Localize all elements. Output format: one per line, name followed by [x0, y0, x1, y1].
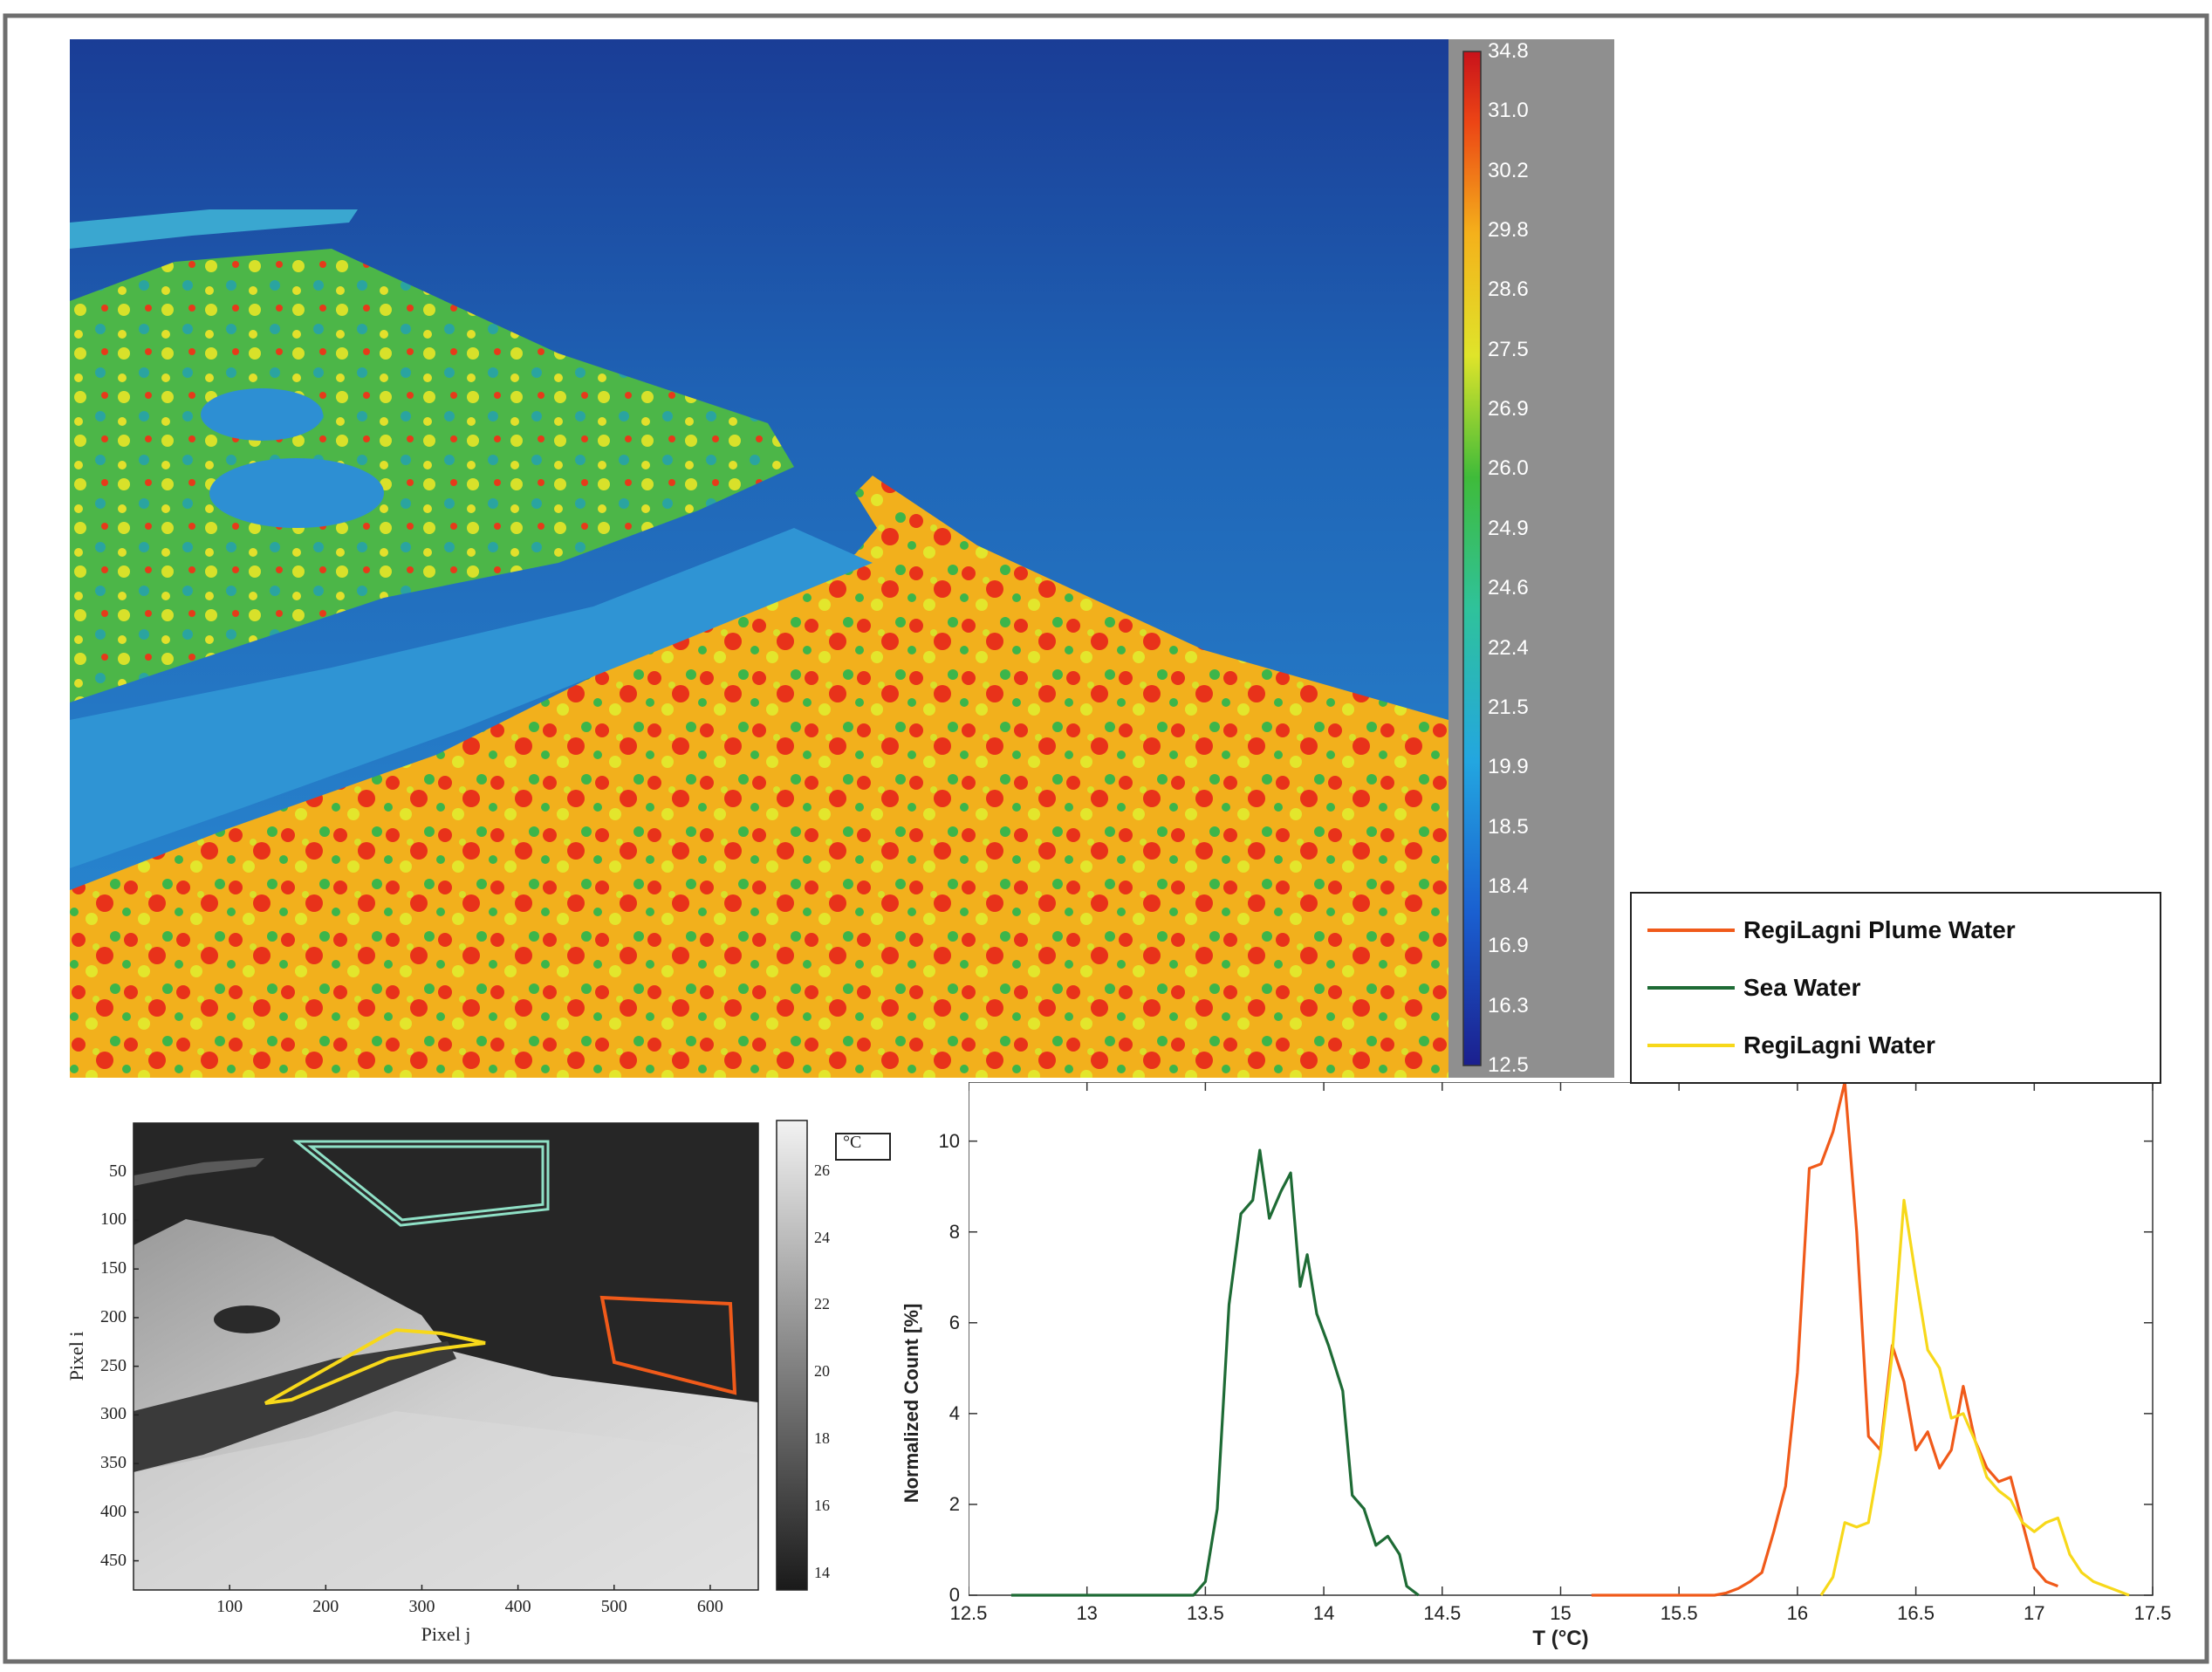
grayscale-y-tick-label: 200 — [100, 1306, 127, 1326]
grayscale-y-axis-label: Pixel i — [65, 1331, 87, 1381]
legend-line-sea — [1647, 986, 1735, 990]
histogram-x-tick-label: 14.5 — [1423, 1602, 1462, 1624]
histogram-y-axis-label: Normalized Count [%] — [901, 1303, 922, 1504]
thermal-colorbar-tick: 27.5 — [1488, 337, 1529, 361]
grayscale-y-tick-label: 400 — [100, 1501, 127, 1521]
grayscale-colorbar — [776, 1120, 891, 1591]
grayscale-y-tick-label: 350 — [100, 1453, 127, 1473]
thermal-colorbar-tick: 24.9 — [1488, 516, 1529, 540]
thermal-colorbar-tick: 28.6 — [1488, 278, 1529, 302]
histogram-plot-area — [969, 1082, 2154, 1596]
thermal-colorbar-tick: 18.5 — [1488, 814, 1529, 839]
grayscale-y-tick-label: 150 — [100, 1258, 127, 1278]
legend-line-plume — [1647, 929, 1735, 932]
histogram-x-tick-label: 15 — [1550, 1602, 1572, 1624]
histogram-x-tick-label: 17.5 — [2133, 1602, 2172, 1624]
grayscale-colorbar-tick: 22 — [814, 1295, 830, 1313]
grayscale-colorbar-unit: °C — [843, 1133, 862, 1152]
thermal-colorbar-tick: 18.4 — [1488, 874, 1529, 898]
grayscale-x-tick-label: 400 — [504, 1597, 531, 1616]
thermal-colorbar — [1462, 51, 1482, 1066]
thermal-colorbar-tick: 22.4 — [1488, 635, 1529, 660]
thermal-colorbar-tick: 26.0 — [1488, 456, 1529, 481]
histogram-x-tick-label: 15.5 — [1660, 1602, 1698, 1624]
thermal-colorbar-tick: 16.3 — [1488, 993, 1529, 1018]
grayscale-y-tick-label: 250 — [100, 1355, 127, 1375]
legend-line-regilagni — [1647, 1044, 1735, 1047]
thermal-colorbar-tick: 21.5 — [1488, 695, 1529, 719]
thermal-colorbar-tick: 29.8 — [1488, 218, 1529, 243]
histogram-series-line-2 — [1819, 1198, 2130, 1597]
chart-legend: RegiLagni Plume Water Sea Water RegiLagn… — [1630, 892, 2161, 1084]
histogram-series-line-1 — [1591, 1082, 2058, 1597]
grayscale-x-tick-label: 500 — [600, 1597, 627, 1616]
thermal-colorbar-tick: 31.0 — [1488, 99, 1529, 123]
histogram-chart — [969, 1082, 2154, 1597]
legend-item-regilagni: RegiLagni Water — [1647, 1028, 1935, 1063]
histogram-x-tick-label: 13 — [1076, 1602, 1098, 1624]
thermal-colorbar-tick: 34.8 — [1488, 39, 1529, 63]
histogram-x-tick-label: 13.5 — [1186, 1602, 1224, 1624]
histogram-y-tick-label: 0 — [948, 1584, 960, 1606]
thermal-image — [70, 39, 1448, 1078]
histogram-y-tick-label: 8 — [948, 1220, 960, 1243]
grayscale-colorbar-tick: 14 — [814, 1563, 830, 1581]
thermal-colorbar-panel: 34.8 31.0 30.2 29.8 28.6 27.5 26.9 26.0 24.9 24.6… — [1448, 39, 1614, 1078]
grayscale-colorbar-tick: 20 — [814, 1362, 830, 1381]
grayscale-x-axis-label: Pixel j — [421, 1623, 471, 1645]
histogram-series-line-0 — [1010, 1148, 1420, 1597]
grayscale-y-tick-label: 450 — [100, 1550, 127, 1570]
grayscale-colorbar-tick: 16 — [814, 1496, 830, 1514]
histogram-x-tick-label: 17 — [2024, 1602, 2045, 1624]
histogram-y-tick-label: 10 — [938, 1129, 960, 1152]
thermal-colorbar-tick: 12.5 — [1488, 1053, 1529, 1077]
grayscale-y-tick-label: 50 — [109, 1161, 127, 1181]
thermal-colorbar-tick: 19.9 — [1488, 755, 1529, 779]
grayscale-x-tick-label: 200 — [312, 1597, 339, 1616]
histogram-x-tick-label: 16 — [1786, 1602, 1809, 1624]
legend-item-sea: Sea Water — [1647, 970, 1860, 1005]
thermal-colorbar-tick: 26.9 — [1488, 397, 1529, 421]
thermal-colorbar-tick: 30.2 — [1488, 158, 1529, 182]
grayscale-colorbar-tick: 26 — [814, 1161, 830, 1179]
legend-label-plume: RegiLagni Plume Water — [1743, 916, 2016, 943]
legend-label-regilagni: RegiLagni Water — [1743, 1031, 1935, 1059]
thermal-colorbar-tick: 16.9 — [1488, 934, 1529, 958]
histogram-x-axis-label: T (°C) — [1532, 1627, 1589, 1650]
histogram-y-tick-label: 6 — [948, 1311, 960, 1333]
histogram-x-tick-label: 16.5 — [1897, 1602, 1935, 1624]
legend-label-sea: Sea Water — [1743, 974, 1861, 1001]
legend-item-plume: RegiLagni Plume Water — [1647, 913, 2016, 948]
grayscale-x-tick-label: 300 — [408, 1597, 435, 1616]
grayscale-colorbar-tick: 18 — [814, 1429, 830, 1448]
histogram-y-tick-label: 4 — [948, 1401, 960, 1424]
thermal-colorbar-tick: 24.6 — [1488, 576, 1529, 600]
histogram-x-tick-label: 12.5 — [949, 1602, 988, 1624]
histogram-x-tick-label: 14 — [1312, 1602, 1335, 1624]
grayscale-image — [134, 1123, 758, 1590]
grayscale-x-tick-label: 100 — [216, 1597, 243, 1616]
grayscale-y-tick-label: 300 — [100, 1404, 127, 1424]
grayscale-y-tick-label: 100 — [100, 1209, 127, 1230]
histogram-y-tick-label: 2 — [948, 1492, 960, 1515]
grayscale-colorbar-tick: 24 — [814, 1228, 830, 1246]
grayscale-x-tick-label: 600 — [696, 1597, 723, 1616]
